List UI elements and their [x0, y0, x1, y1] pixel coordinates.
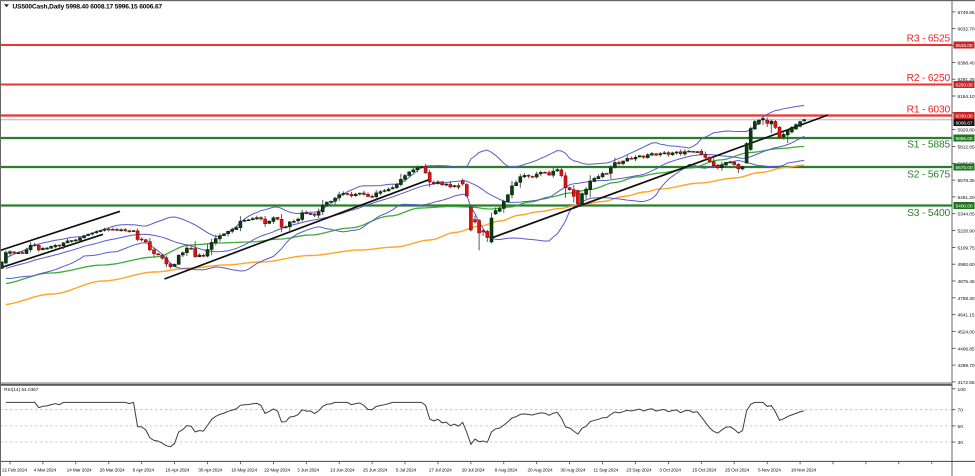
svg-text:8 Aug 2024: 8 Aug 2024 [495, 467, 518, 473]
svg-text:4524.00: 4524.00 [958, 330, 975, 336]
svg-text:5344.05: 5344.05 [958, 212, 975, 218]
svg-text:4172.55: 4172.55 [958, 380, 975, 386]
svg-text:22 May 2024: 22 May 2024 [264, 467, 290, 473]
svg-text:17 Jul 2024: 17 Jul 2024 [429, 467, 452, 473]
svg-text:5675.00: 5675.00 [956, 165, 973, 171]
svg-text:29 Jul 2024: 29 Jul 2024 [462, 467, 485, 473]
svg-text:5109.75: 5109.75 [958, 245, 975, 251]
svg-text:5400.00: 5400.00 [956, 203, 973, 209]
svg-text:10 May 2024: 10 May 2024 [231, 467, 257, 473]
svg-text:6525.00: 6525.00 [956, 43, 973, 49]
svg-text:R1 - 6030: R1 - 6030 [907, 104, 951, 115]
svg-text:3 Oct 2024: 3 Oct 2024 [659, 467, 681, 473]
svg-text:US500Cash,Daily 5998.40 6008.: US500Cash,Daily 5998.40 6008.17 5996.15 … [13, 3, 163, 10]
svg-text:21 Feb 2024: 21 Feb 2024 [2, 467, 27, 473]
svg-text:4406.85: 4406.85 [958, 346, 975, 352]
svg-text:18 Apr 2024: 18 Apr 2024 [165, 467, 189, 473]
svg-text:18 Nov 2024: 18 Nov 2024 [791, 467, 817, 473]
svg-text:4992.60: 4992.60 [958, 262, 975, 268]
svg-text:6250.00: 6250.00 [956, 82, 973, 88]
svg-text:30: 30 [958, 440, 964, 446]
svg-text:4758.30: 4758.30 [958, 296, 975, 302]
svg-text:6006.67: 6006.67 [956, 120, 973, 126]
svg-text:8 Apr 2024: 8 Apr 2024 [133, 467, 155, 473]
svg-text:R2 - 6250: R2 - 6250 [907, 73, 951, 84]
svg-text:4289.70: 4289.70 [958, 363, 975, 369]
svg-text:4875.45: 4875.45 [958, 279, 975, 285]
svg-text:26 Mar 2024: 26 Mar 2024 [100, 467, 125, 473]
svg-text:5885.00: 5885.00 [956, 136, 973, 142]
svg-text:6749.85: 6749.85 [958, 10, 975, 16]
svg-text:S3 - 5400: S3 - 5400 [907, 208, 950, 219]
svg-text:6398.40: 6398.40 [958, 60, 975, 66]
svg-text:S1 - 5885: S1 - 5885 [907, 140, 950, 151]
svg-text:6030.00: 6030.00 [956, 113, 973, 119]
svg-text:25 Jun 2024: 25 Jun 2024 [363, 467, 388, 473]
svg-text:5 Jul 2024: 5 Jul 2024 [396, 467, 417, 473]
svg-text:4 Mar 2024: 4 Mar 2024 [34, 467, 57, 473]
svg-text:20 Aug 2024: 20 Aug 2024 [528, 467, 553, 473]
svg-text:5812.65: 5812.65 [958, 145, 975, 151]
svg-text:70: 70 [958, 408, 964, 414]
svg-text:S2 - 5675: S2 - 5675 [907, 170, 950, 181]
svg-text:6632.70: 6632.70 [958, 27, 975, 33]
svg-text:25 Oct 2024: 25 Oct 2024 [725, 467, 750, 473]
svg-text:30 Aug 2024: 30 Aug 2024 [560, 467, 585, 473]
svg-text:13 Jun 2024: 13 Jun 2024 [330, 467, 355, 473]
svg-text:6164.10: 6164.10 [958, 94, 975, 100]
svg-text:6 Nov 2024: 6 Nov 2024 [758, 467, 781, 473]
svg-text:50: 50 [958, 424, 964, 430]
svg-text:5461.20: 5461.20 [958, 195, 975, 201]
svg-text:RSI(14) 64.0367: RSI(14) 64.0367 [4, 387, 39, 392]
svg-text:5578.35: 5578.35 [958, 178, 975, 184]
svg-text:3 Jun 2024: 3 Jun 2024 [297, 467, 319, 473]
svg-text:15 Oct 2024: 15 Oct 2024 [692, 467, 717, 473]
svg-text:6281.25: 6281.25 [958, 77, 975, 83]
svg-text:4641.15: 4641.15 [958, 313, 975, 319]
svg-text:5226.90: 5226.90 [958, 229, 975, 235]
svg-text:23 Sep 2024: 23 Sep 2024 [626, 467, 652, 473]
svg-text:14 Mar 2024: 14 Mar 2024 [67, 467, 92, 473]
svg-text:30 Apr 2024: 30 Apr 2024 [198, 467, 222, 473]
svg-text:100: 100 [958, 387, 966, 393]
svg-text:11 Sep 2024: 11 Sep 2024 [593, 467, 618, 473]
svg-text:5929.80: 5929.80 [958, 128, 975, 134]
svg-text:R3 - 6525: R3 - 6525 [907, 34, 951, 45]
